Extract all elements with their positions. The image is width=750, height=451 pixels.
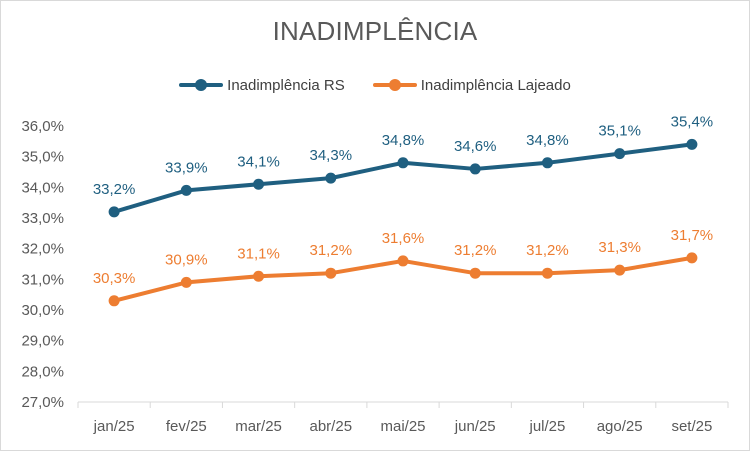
x-tick-label: ago/25 [597,418,643,435]
x-tick-label: mai/25 [380,418,425,435]
y-tick-label: 29,0% [21,333,64,350]
data-point-lajeado [541,267,553,279]
data-point-rs [686,138,698,150]
data-point-rs [397,157,409,169]
data-point-rs [325,172,337,184]
data-point-lajeado [108,295,120,307]
data-label-lajeado: 31,2% [454,242,497,259]
y-tick-label: 30,0% [21,302,64,319]
data-point-lajeado [397,255,409,267]
chart-title: INADIMPLÊNCIA [272,16,478,46]
data-label-lajeado: 31,2% [310,242,353,259]
x-tick-label: jun/25 [454,418,496,435]
data-point-rs [253,178,265,190]
data-label-rs: 34,1% [237,153,280,170]
data-point-lajeado [253,270,265,282]
y-tick-label: 35,0% [21,149,64,166]
data-label-lajeado: 31,3% [598,239,641,256]
x-tick-label: jul/25 [529,418,566,435]
x-tick-label: fev/25 [166,418,207,435]
data-point-lajeado [686,252,698,264]
data-label-lajeado: 30,9% [165,251,208,268]
legend-label-rs: Inadimplência RS [227,76,345,94]
data-point-rs [614,148,626,160]
legend-swatch-lajeado [372,79,417,91]
y-tick-label: 32,0% [21,241,64,258]
y-tick-label: 27,0% [21,394,64,411]
data-label-rs: 33,9% [165,159,208,176]
data-point-lajeado [614,264,626,276]
x-tick-label: abr/25 [310,418,353,435]
y-tick-label: 34,0% [21,179,64,196]
data-label-rs: 35,4% [671,113,714,130]
legend-label-lajeado: Inadimplência Lajeado [420,76,571,94]
data-point-lajeado [469,267,481,279]
data-label-lajeado: 31,2% [526,242,569,259]
data-label-rs: 34,8% [382,132,425,149]
data-label-lajeado: 31,7% [671,227,714,244]
data-point-lajeado [180,276,192,288]
data-label-rs: 34,6% [454,138,497,155]
x-tick-label: set/25 [671,418,712,435]
data-label-lajeado: 31,1% [237,245,280,262]
x-tick-label: mar/25 [235,418,282,435]
data-label-rs: 35,1% [598,123,641,140]
data-label-lajeado: 31,6% [382,230,425,247]
data-point-rs [541,157,553,169]
y-tick-label: 36,0% [21,118,64,135]
x-tick-label: jan/25 [93,418,135,435]
chart-legend: Inadimplência RS Inadimplência Lajeado [0,74,750,96]
data-label-rs: 33,2% [93,181,136,198]
data-label-rs: 34,3% [310,147,353,164]
y-tick-label: 33,0% [21,210,64,227]
legend-item-lajeado: Inadimplência Lajeado [372,76,571,94]
data-label-lajeado: 30,3% [93,270,136,287]
data-point-rs [180,184,192,196]
y-tick-label: 31,0% [21,271,64,288]
data-point-rs [469,163,481,175]
legend-swatch-rs [179,79,224,91]
legend-item-rs: Inadimplência RS [179,77,345,94]
series-line-rs [112,142,694,214]
y-tick-label: 28,0% [21,363,64,380]
data-label-rs: 34,8% [526,132,569,149]
data-point-lajeado [325,267,337,279]
data-point-rs [108,206,120,218]
